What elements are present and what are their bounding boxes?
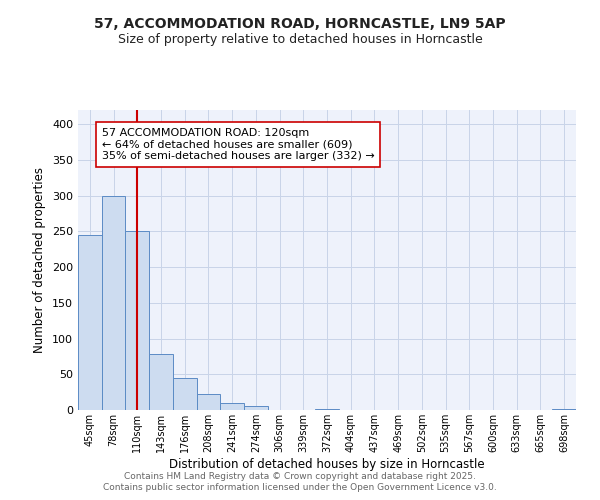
Y-axis label: Number of detached properties: Number of detached properties bbox=[34, 167, 46, 353]
Bar bbox=[244, 406, 268, 410]
Bar bbox=[173, 378, 197, 410]
Text: 57 ACCOMMODATION ROAD: 120sqm
← 64% of detached houses are smaller (609)
35% of : 57 ACCOMMODATION ROAD: 120sqm ← 64% of d… bbox=[102, 128, 374, 161]
Text: 57, ACCOMMODATION ROAD, HORNCASTLE, LN9 5AP: 57, ACCOMMODATION ROAD, HORNCASTLE, LN9 … bbox=[94, 18, 506, 32]
Text: Contains public sector information licensed under the Open Government Licence v3: Contains public sector information licen… bbox=[103, 484, 497, 492]
X-axis label: Distribution of detached houses by size in Horncastle: Distribution of detached houses by size … bbox=[169, 458, 485, 470]
Bar bbox=[78, 235, 102, 410]
Bar bbox=[125, 232, 149, 410]
Text: Size of property relative to detached houses in Horncastle: Size of property relative to detached ho… bbox=[118, 32, 482, 46]
Bar bbox=[197, 394, 220, 410]
Bar bbox=[102, 196, 125, 410]
Bar bbox=[149, 354, 173, 410]
Text: Contains HM Land Registry data © Crown copyright and database right 2025.: Contains HM Land Registry data © Crown c… bbox=[124, 472, 476, 481]
Bar bbox=[220, 403, 244, 410]
